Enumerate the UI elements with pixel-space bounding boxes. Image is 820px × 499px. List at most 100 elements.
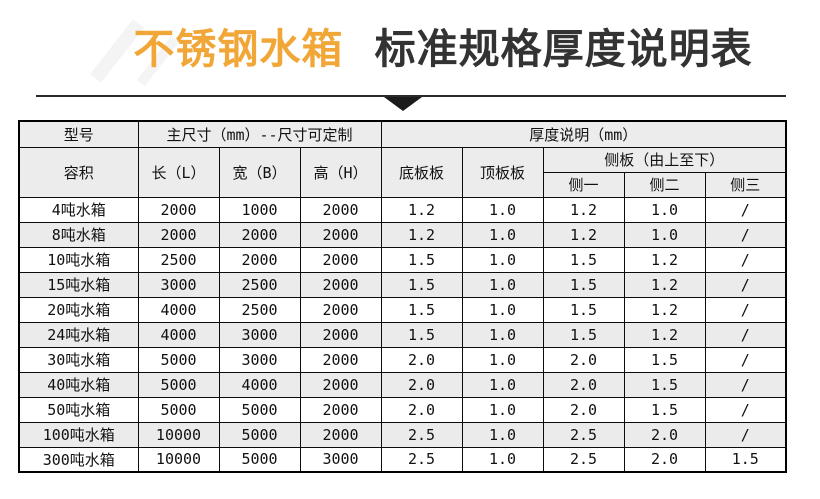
cell-width: 5000 [218,421,301,448]
header-row-sides: 侧一 侧二 侧三 [19,171,787,198]
cell-top: 1.0 [461,396,544,423]
cell-height: 3000 [299,446,382,473]
cell-top: 1.0 [461,271,544,298]
cell-width: 2000 [218,221,301,248]
cell-height: 2000 [299,271,382,298]
cell-volume: 40吨水箱 [18,371,139,398]
cell-volume: 20吨水箱 [18,296,139,323]
cell-width: 2500 [218,271,301,298]
cell-volume: 24吨水箱 [18,321,139,348]
cell-side2: 1.2 [623,246,706,273]
cell-volume: 30吨水箱 [18,346,139,373]
cell-side2: 2.0 [623,421,706,448]
header-volume: 容积 [18,146,139,198]
table-row: 30吨水箱 5000 3000 2000 2.0 1.0 2.0 1.5 / [18,346,787,373]
cell-length: 3000 [137,271,220,298]
header-side-1: 侧一 [542,171,625,198]
cell-top: 1.0 [461,321,544,348]
cell-side1: 1.5 [542,321,625,348]
cell-side3: / [704,371,787,398]
header-thickness-note: 厚度说明（mm） [380,120,787,148]
cell-volume: 50吨水箱 [18,396,139,423]
cell-height: 2000 [299,246,382,273]
table-row: 10吨水箱 2500 2000 2000 1.5 1.0 1.5 1.2 / [18,246,787,273]
cell-side3: / [704,246,787,273]
header-length: 长（L） [137,146,220,198]
cell-side3: / [704,271,787,298]
cell-length: 5000 [137,396,220,423]
cell-side1: 1.2 [542,196,625,223]
header-row-groups: 型号 主尺寸（mm）--尺寸可定制 厚度说明（mm） [18,120,787,148]
header-top-plate: 顶板板 [461,146,544,198]
header-side-3: 侧三 [704,171,787,198]
cell-top: 1.0 [461,371,544,398]
table-row: 50吨水箱 5000 5000 2000 2.0 1.0 2.0 1.5 / [18,396,787,423]
cell-bottom: 2.0 [380,396,463,423]
cell-top: 1.0 [461,446,544,473]
header-height: 高（H） [299,146,382,198]
cell-bottom: 1.5 [380,321,463,348]
cell-side1: 1.5 [542,271,625,298]
header-side-2: 侧二 [623,171,706,198]
cell-length: 2000 [137,221,220,248]
cell-side3: / [704,296,787,323]
cell-side1: 2.0 [542,396,625,423]
cell-height: 2000 [299,296,382,323]
cell-volume: 100吨水箱 [18,421,139,448]
cell-top: 1.0 [461,296,544,323]
cell-bottom: 1.5 [380,296,463,323]
cell-side2: 1.5 [623,371,706,398]
cell-side3: / [704,221,787,248]
cell-width: 2500 [218,296,301,323]
cell-height: 2000 [299,371,382,398]
cell-length: 5000 [137,371,220,398]
cell-height: 2000 [299,346,382,373]
title-divider-line [36,95,786,97]
cell-volume: 300吨水箱 [18,446,139,473]
cell-side3: / [704,346,787,373]
cell-side2: 1.2 [623,271,706,298]
cell-width: 2000 [218,246,301,273]
cell-width: 5000 [218,396,301,423]
cell-side3: / [704,396,787,423]
spec-table: 型号 主尺寸（mm）--尺寸可定制 厚度说明（mm） 容积 长（L） 宽（B） … [18,120,788,473]
table-row: 100吨水箱 10000 5000 2000 2.5 1.0 2.5 2.0 / [18,421,787,448]
cell-width: 3000 [218,346,301,373]
cell-top: 1.0 [461,246,544,273]
title-main-text: 标准规格厚度说明表 [374,25,753,73]
cell-width: 1000 [218,196,301,223]
cell-side1: 1.5 [542,246,625,273]
cell-bottom: 1.2 [380,221,463,248]
cell-side3: / [704,321,787,348]
cell-length: 10000 [137,421,220,448]
cell-bottom: 2.0 [380,346,463,373]
cell-top: 1.0 [461,421,544,448]
cell-side2: 1.2 [623,321,706,348]
cell-top: 1.0 [461,221,544,248]
cell-side1: 1.5 [542,296,625,323]
cell-length: 4000 [137,296,220,323]
arrow-down-icon [384,97,422,111]
table-row: 4吨水箱 2000 1000 2000 1.2 1.0 1.2 1.0 / [18,196,787,223]
table-row: 24吨水箱 4000 3000 2000 1.5 1.0 1.5 1.2 / [18,321,787,348]
cell-volume: 8吨水箱 [18,221,139,248]
cell-length: 4000 [137,321,220,348]
header-model: 型号 [18,120,139,148]
header-main-size: 主尺寸（mm）--尺寸可定制 [137,120,382,148]
cell-side2: 2.0 [623,446,706,473]
table-row: 8吨水箱 2000 2000 2000 1.2 1.0 1.2 1.0 / [18,221,787,248]
cell-side3: / [704,196,787,223]
cell-side2: 1.0 [623,196,706,223]
cell-bottom: 1.5 [380,246,463,273]
cell-height: 2000 [299,396,382,423]
cell-volume: 15吨水箱 [18,271,139,298]
table-row: 15吨水箱 3000 2500 2000 1.5 1.0 1.5 1.2 / [18,271,787,298]
page-title: 不锈钢水箱 标准规格厚度说明表 [0,20,820,80]
cell-length: 2500 [137,246,220,273]
cell-volume: 4吨水箱 [18,196,139,223]
cell-side2: 1.5 [623,346,706,373]
header-side-plates: 侧板（由上至下） [542,146,787,173]
table-row: 40吨水箱 5000 4000 2000 2.0 1.0 2.0 1.5 / [18,371,787,398]
cell-side1: 2.0 [542,346,625,373]
